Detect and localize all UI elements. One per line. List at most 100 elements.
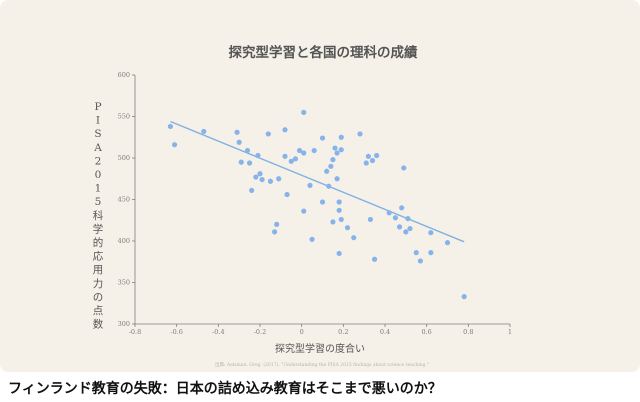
data-point — [344, 225, 351, 231]
y-tick-label: 350 — [118, 279, 130, 287]
data-point — [265, 131, 271, 137]
y-axis-title-char: A — [93, 142, 102, 154]
data-point — [407, 225, 413, 232]
data-point — [257, 171, 263, 177]
data-point — [461, 294, 467, 300]
x-tick-label: 0 — [300, 328, 304, 336]
data-point — [336, 207, 342, 213]
data-point — [319, 135, 326, 141]
y-axis-title-char: 点 — [93, 305, 104, 317]
data-point — [234, 129, 240, 135]
y-tick-label: 550 — [118, 113, 130, 121]
data-point — [259, 176, 265, 183]
data-point — [338, 134, 344, 140]
data-point — [405, 215, 411, 222]
y-axis-title-char: S — [94, 128, 101, 140]
y-axis-title-char: 応 — [93, 250, 104, 263]
axes: 300 350 400 450 500 550 600 -0.8 -0.6 -0.4 -0.2 0 0.… — [118, 71, 512, 336]
y-axis-title-char: 数 — [93, 318, 104, 331]
data-point — [236, 139, 242, 145]
data-point — [336, 250, 342, 257]
data-point — [326, 183, 332, 189]
scatter-chart: 探究型学習と各国の理科の成績 300350400450500550600-0.8… — [93, 44, 512, 368]
data-point — [311, 147, 317, 154]
y-tick-label: 500 — [118, 154, 130, 162]
data-point — [301, 109, 307, 115]
x-tick-label: 0.6 — [421, 328, 431, 336]
y-axis-title-char: 5 — [95, 196, 102, 208]
y-axis-title-char: 的 — [93, 236, 104, 249]
data-point — [367, 216, 374, 223]
x-tick-label: 0.8 — [463, 328, 473, 336]
y-axis-title-char: 2 — [95, 155, 102, 167]
trend-line — [170, 120, 465, 243]
source-note: 出典: Aelsman, Greg. (2017). "Understandin… — [215, 361, 429, 368]
data-point — [246, 160, 253, 166]
data-point — [399, 205, 405, 211]
data-point — [332, 145, 338, 151]
data-point — [386, 210, 392, 216]
data-point — [330, 157, 336, 163]
y-tick-label: 300 — [118, 320, 130, 328]
data-point — [253, 174, 259, 180]
y-axis-title-char: I — [96, 115, 100, 127]
data-point — [301, 208, 307, 214]
data-point — [171, 142, 178, 148]
y-axis-title-char: 学 — [93, 222, 104, 235]
data-point — [255, 152, 261, 159]
data-point — [334, 176, 340, 182]
data-point — [274, 221, 280, 227]
y-axis-title-char: 1 — [95, 183, 102, 195]
data-point — [201, 128, 207, 135]
data-point — [413, 250, 419, 256]
data-point — [334, 150, 340, 156]
data-point — [371, 256, 378, 262]
x-tick-label: -0.4 — [212, 328, 225, 336]
data-point — [330, 219, 336, 225]
data-point — [238, 159, 244, 165]
chart-title: 探究型学習と各国の理科の成績 — [229, 44, 418, 61]
data-point — [363, 160, 369, 166]
data-point — [244, 147, 251, 154]
data-points — [167, 109, 467, 300]
data-point — [336, 199, 342, 205]
data-point — [271, 229, 278, 235]
y-tick-label: 400 — [118, 237, 130, 245]
data-point — [403, 229, 409, 235]
data-point — [282, 127, 288, 133]
page-headline: フィンランド教育の失敗：日本の詰め込み教育はそこまで悪いのか？ — [8, 381, 442, 397]
data-point — [417, 258, 424, 264]
data-point — [428, 230, 434, 236]
data-point — [296, 147, 303, 154]
chart-card — [0, 0, 640, 372]
data-point — [396, 224, 403, 230]
data-point — [267, 178, 274, 184]
data-point — [401, 165, 407, 171]
y-axis-title-char: P — [94, 101, 101, 113]
data-point — [249, 187, 255, 193]
data-point — [369, 157, 376, 164]
x-tick-label: -0.8 — [129, 328, 142, 336]
x-tick-label: -0.6 — [170, 328, 183, 336]
data-point — [319, 199, 326, 205]
data-point — [309, 236, 315, 242]
x-tick-label: 0.4 — [380, 328, 390, 336]
x-axis-title: 探究型学習の度合い — [275, 342, 365, 355]
y-axis-title-char: 0 — [95, 169, 102, 181]
x-tick-label: -0.2 — [254, 328, 267, 336]
data-point — [365, 153, 371, 159]
x-tick-label: 0.2 — [338, 328, 348, 336]
y-axis-title-char: 力 — [93, 277, 104, 290]
data-point — [324, 168, 330, 174]
data-point — [357, 131, 363, 137]
data-point — [338, 147, 344, 153]
y-tick-label: 600 — [118, 71, 130, 79]
data-point — [374, 152, 380, 159]
y-axis-title-char: 用 — [93, 264, 104, 276]
data-point — [307, 182, 313, 188]
y-tick-label: 450 — [118, 196, 130, 204]
y-axis-title-char: 科 — [93, 209, 104, 222]
data-point — [284, 191, 290, 198]
data-point — [282, 153, 288, 159]
